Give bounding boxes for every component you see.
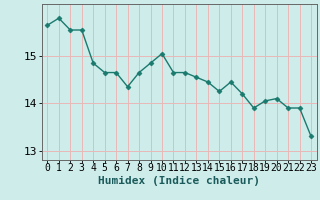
X-axis label: Humidex (Indice chaleur): Humidex (Indice chaleur) [98, 176, 260, 186]
